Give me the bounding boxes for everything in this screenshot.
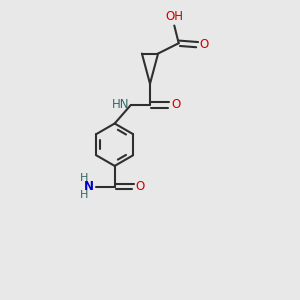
Text: OH: OH [166, 10, 184, 23]
Text: O: O [171, 98, 180, 111]
Text: HN: HN [112, 98, 129, 111]
Text: H: H [80, 190, 88, 200]
Text: N: N [84, 180, 94, 193]
Text: O: O [200, 38, 209, 51]
Text: H: H [80, 173, 88, 183]
Text: O: O [136, 180, 145, 193]
